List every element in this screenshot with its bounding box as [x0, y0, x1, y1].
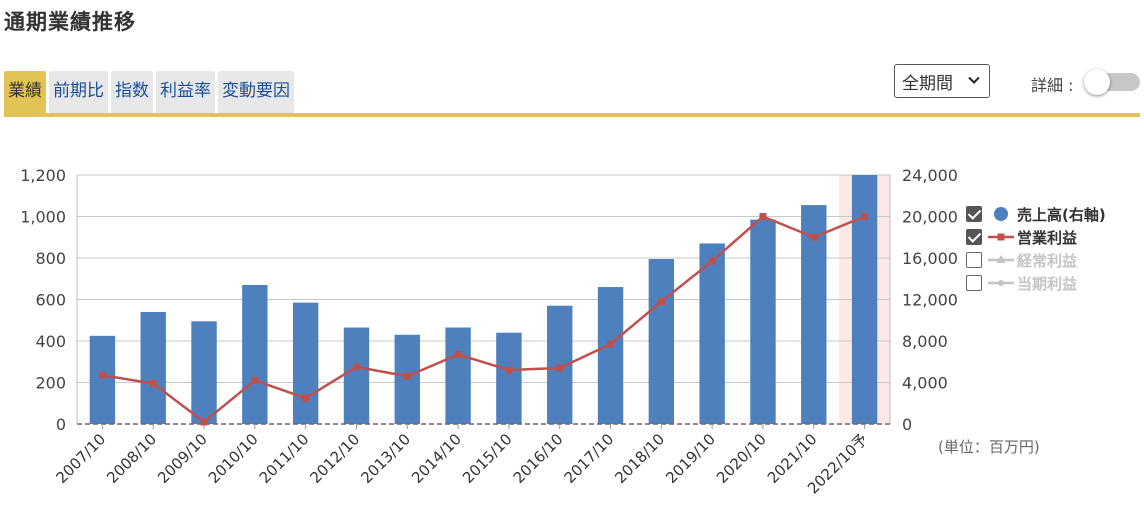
- checkbox-unchecked-icon: [966, 275, 982, 291]
- bar: [343, 327, 370, 424]
- x-tick-label: 2017/10: [561, 430, 618, 487]
- line-point: [98, 371, 106, 379]
- x-tick-label: 2009/10: [154, 430, 211, 487]
- legend-label-ordinary-profit: 経常利益: [1017, 251, 1078, 270]
- bar: [699, 243, 725, 424]
- line-point: [302, 394, 310, 402]
- x-tick-label: 2010/10: [205, 430, 262, 487]
- x-tick-label: 2018/10: [611, 430, 668, 487]
- x-tick-label: 2020/10: [713, 430, 770, 487]
- x-tick-label: 2011/10: [256, 430, 313, 487]
- legend-line-dot-icon: [988, 280, 1014, 286]
- x-tick-label: 2015/10: [459, 430, 516, 487]
- y-left-tick-label: 1,200: [20, 166, 66, 185]
- tab-underline: [4, 113, 1140, 117]
- bar: [597, 287, 624, 424]
- y-right-tick-label: 4,000: [902, 374, 948, 393]
- y-right-tick-label: 0: [902, 415, 912, 434]
- x-tick-label: 2008/10: [103, 430, 160, 487]
- x-tick-label: 2012/10: [306, 430, 363, 487]
- detail-toggle-knob: [1084, 69, 1110, 95]
- y-left-tick-label: 600: [35, 291, 66, 310]
- checkbox-unchecked-icon: [966, 252, 982, 268]
- y-right-tick-label: 24,000: [902, 166, 958, 185]
- legend-item-sales[interactable]: 売上高(右軸): [966, 203, 1106, 225]
- line-point: [861, 213, 869, 220]
- unit-note: (単位：百万円): [938, 438, 1040, 456]
- bar: [851, 175, 878, 424]
- earnings-chart: 0 0 200 4,000 400 8,000 600 12,000 800 16,000 1,00…: [20, 166, 958, 498]
- tab-yoy[interactable]: 前期比: [49, 71, 108, 113]
- y-right-tick-label: 20,000: [902, 208, 958, 227]
- y-left-tick-label: 200: [35, 374, 66, 393]
- bar: [445, 327, 471, 424]
- y-right-tick-label: 12,000: [902, 291, 958, 310]
- series-line-operating-profit: [102, 215, 866, 424]
- line-point: [708, 257, 716, 265]
- x-tick-label: 2013/10: [357, 430, 414, 487]
- y-left-tick-label: 1,000: [20, 208, 66, 227]
- page-title: 通期業績推移: [4, 10, 136, 34]
- tab-factors[interactable]: 変動要因: [218, 71, 294, 113]
- chart-legend: 売上高(右軸) 営業利益 経常利益 当期利益: [966, 203, 1106, 295]
- legend-circle-icon: [994, 207, 1008, 221]
- tab-margin[interactable]: 利益率: [156, 71, 215, 113]
- legend-item-ordinary-profit[interactable]: 経常利益: [966, 249, 1106, 271]
- bar: [89, 335, 116, 424]
- period-select[interactable]: 全期間: [894, 64, 990, 98]
- y-left-tick-label: 400: [35, 332, 66, 351]
- bar: [648, 259, 675, 424]
- period-select-value: 全期間: [902, 73, 953, 94]
- bar: [801, 205, 827, 424]
- x-tick-label: 2007/10: [52, 430, 109, 487]
- line-point: [657, 298, 665, 306]
- tab-index[interactable]: 指数: [111, 71, 153, 113]
- y-right-tick-label: 16,000: [902, 249, 958, 268]
- tab-bar: 業績 前期比 指数 利益率 変動要因: [4, 71, 294, 113]
- bar: [496, 332, 522, 424]
- line-point: [403, 372, 411, 380]
- x-tick-label: 2014/10: [408, 430, 465, 487]
- line-point: [149, 380, 157, 388]
- tab-results[interactable]: 業績: [4, 71, 46, 113]
- y-left-tick-label: 0: [56, 415, 66, 434]
- bar: [140, 311, 166, 424]
- x-tick-label: 2016/10: [510, 430, 567, 487]
- checkbox-checked-icon: [966, 206, 982, 222]
- legend-label-sales: 売上高(右軸): [1017, 205, 1106, 224]
- line-point: [200, 418, 208, 426]
- line-point: [607, 340, 615, 348]
- chevron-down-icon: [968, 76, 980, 84]
- legend-line-triangle-icon: [988, 255, 1014, 263]
- line-point: [810, 233, 818, 241]
- line-point: [251, 376, 259, 384]
- checkbox-checked-icon: [966, 229, 982, 245]
- bar: [750, 219, 776, 424]
- legend-label-operating-profit: 営業利益: [1017, 228, 1078, 247]
- legend-item-operating-profit[interactable]: 営業利益: [966, 226, 1106, 248]
- y-left-tick-label: 800: [35, 249, 66, 268]
- line-point: [556, 364, 564, 372]
- legend-item-net-profit[interactable]: 当期利益: [966, 272, 1106, 294]
- x-tick-label: 2019/10: [662, 430, 719, 487]
- detail-toggle[interactable]: [1084, 69, 1142, 95]
- line-point: [505, 366, 513, 374]
- bar: [292, 302, 319, 424]
- line-point: [454, 350, 462, 358]
- y-right-tick-label: 8,000: [902, 332, 948, 351]
- legend-label-net-profit: 当期利益: [1017, 274, 1078, 293]
- legend-line-square-icon: [988, 233, 1014, 241]
- detail-label: 詳細 :: [1031, 76, 1074, 95]
- line-point: [759, 213, 767, 220]
- bar: [191, 321, 217, 424]
- line-point: [352, 363, 360, 371]
- bar: [242, 284, 268, 424]
